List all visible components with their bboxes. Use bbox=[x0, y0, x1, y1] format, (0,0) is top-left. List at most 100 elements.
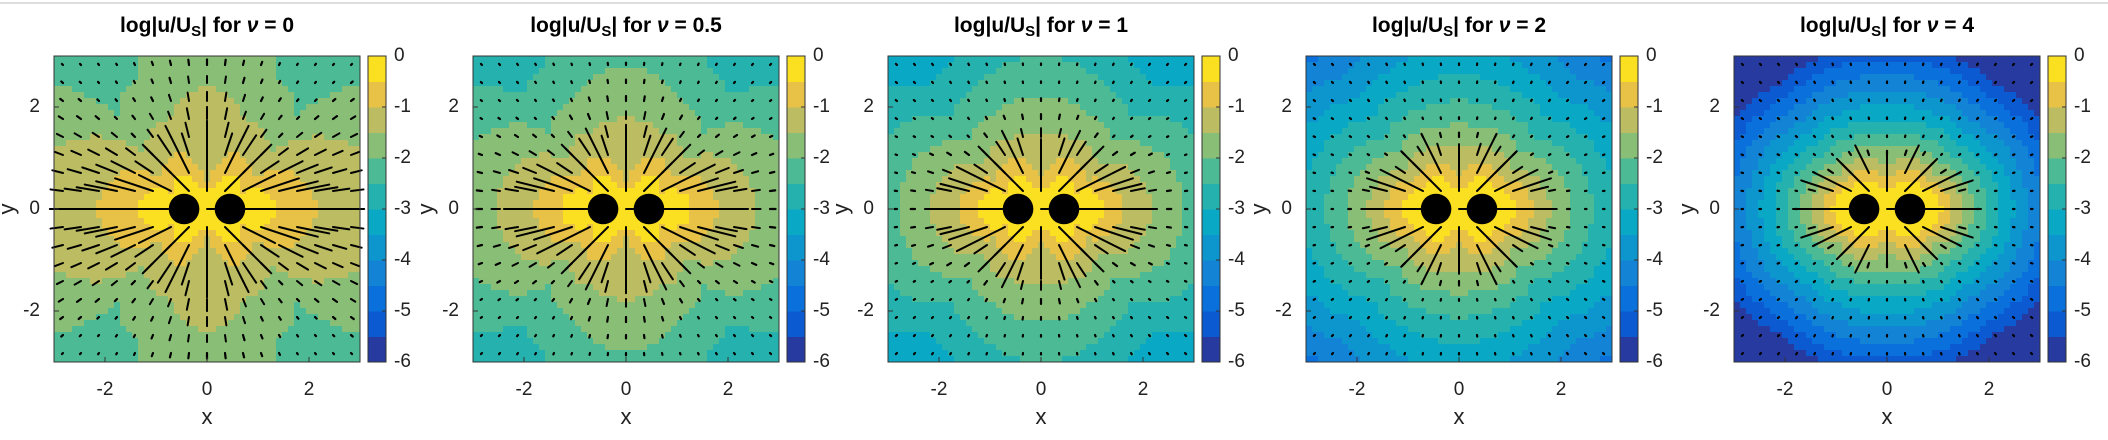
title-part: ν bbox=[1927, 14, 1939, 37]
y-tick-label: -2 bbox=[23, 300, 40, 321]
title-part: ν bbox=[1081, 14, 1093, 37]
title-part: | for bbox=[1035, 14, 1081, 37]
sphere bbox=[633, 193, 665, 225]
x-tick-label: 2 bbox=[723, 379, 734, 400]
colorbar-tick-label: -6 bbox=[1228, 351, 1245, 372]
colorbar-tick-label: -1 bbox=[1646, 96, 1663, 117]
x-tick-label: 0 bbox=[1882, 379, 1893, 400]
title-part: log|u/U bbox=[954, 14, 1025, 37]
y-tick-label: -2 bbox=[1275, 300, 1292, 321]
colorbar-tick-label: -4 bbox=[813, 249, 830, 270]
sphere bbox=[1048, 193, 1080, 225]
title-part: ν bbox=[657, 14, 669, 37]
contour-field bbox=[888, 56, 1195, 363]
y-tick-label: 2 bbox=[1281, 96, 1292, 117]
colorbar-tick-label: -6 bbox=[1646, 351, 1663, 372]
x-tick-label: -2 bbox=[97, 379, 114, 400]
colorbar bbox=[368, 56, 386, 363]
x-tick-label: 0 bbox=[1454, 379, 1465, 400]
title-part: ν bbox=[1499, 14, 1511, 37]
x-axis-label: x bbox=[202, 404, 213, 429]
y-axis-label: y bbox=[1246, 204, 1271, 215]
y-axis-label: y bbox=[413, 204, 438, 215]
x-axis-label: x bbox=[1882, 404, 1893, 429]
y-tick-label: -2 bbox=[857, 300, 874, 321]
colorbar-tick-label: -3 bbox=[2074, 198, 2091, 219]
colorbar-tick-label: -4 bbox=[394, 249, 411, 270]
title-part: 4 bbox=[1962, 14, 1974, 37]
x-tick-label: -2 bbox=[931, 379, 948, 400]
colorbar-tick-label: 0 bbox=[2074, 45, 2085, 66]
panel: log|u/US| for ν = 4-2 0 2-202xy0-1-2-3-4-5… bbox=[1674, 14, 2092, 429]
colorbar-tick-label: -1 bbox=[813, 96, 830, 117]
colorbar-tick-label: -3 bbox=[394, 198, 411, 219]
colorbar-tick-label: -1 bbox=[2074, 96, 2091, 117]
x-tick-label: 2 bbox=[1138, 379, 1149, 400]
colorbar-tick-label: -2 bbox=[1228, 147, 1245, 168]
x-tick-label: 0 bbox=[1036, 379, 1047, 400]
y-axis-label: y bbox=[1674, 204, 1699, 215]
colorbar-tick-label: -4 bbox=[1646, 249, 1663, 270]
x-tick-label: 0 bbox=[621, 379, 632, 400]
title-part: 0 bbox=[282, 14, 294, 37]
colorbar bbox=[1620, 56, 1638, 363]
chart-title: log|u/US| for ν = 1 bbox=[954, 14, 1128, 40]
panel: log|u/US| for ν = 2-2 0 2-202xy0-1-2-3-4-5… bbox=[1246, 14, 1664, 429]
title-part: = bbox=[669, 14, 693, 37]
title-part: S bbox=[1443, 23, 1453, 40]
title-part: = bbox=[1938, 14, 1962, 37]
x-tick-label: 0 bbox=[202, 379, 213, 400]
y-axis-label: y bbox=[0, 204, 19, 215]
colorbar-tick-label: -4 bbox=[1228, 249, 1245, 270]
sphere bbox=[1420, 193, 1452, 225]
colorbar-tick-label: -3 bbox=[813, 198, 830, 219]
colorbar-tick-label: -2 bbox=[813, 147, 830, 168]
y-tick-label: 2 bbox=[29, 96, 40, 117]
x-tick-label: -2 bbox=[1777, 379, 1794, 400]
colorbar-tick-label: -6 bbox=[394, 351, 411, 372]
title-part: S bbox=[191, 23, 201, 40]
y-tick-label: 2 bbox=[1709, 96, 1720, 117]
colorbar-tick-label: 0 bbox=[394, 45, 405, 66]
chart-title: log|u/US| for ν = 0 bbox=[120, 14, 294, 40]
colorbar bbox=[1202, 56, 1220, 363]
chart-title: log|u/US| for ν = 2 bbox=[1372, 14, 1546, 40]
colorbar-tick-label: 0 bbox=[1228, 45, 1239, 66]
colorbar-tick-label: -5 bbox=[1646, 300, 1663, 321]
sphere bbox=[1466, 193, 1498, 225]
x-tick-label: 2 bbox=[1984, 379, 1995, 400]
y-tick-label: 2 bbox=[448, 96, 459, 117]
title-part: | for bbox=[1881, 14, 1927, 37]
title-part: log|u/U bbox=[1372, 14, 1443, 37]
title-part: S bbox=[1871, 23, 1881, 40]
y-tick-label: 0 bbox=[1709, 198, 1720, 219]
title-part: | for bbox=[611, 14, 657, 37]
sphere bbox=[168, 193, 200, 225]
colorbar-tick-label: -5 bbox=[2074, 300, 2091, 321]
quiver bbox=[475, 61, 777, 357]
y-tick-label: -2 bbox=[1703, 300, 1720, 321]
sphere bbox=[1848, 193, 1880, 225]
colorbar-tick-label: -1 bbox=[1228, 96, 1245, 117]
sphere bbox=[214, 193, 246, 225]
y-tick-label: 0 bbox=[448, 198, 459, 219]
colorbar-tick-label: -2 bbox=[394, 147, 411, 168]
y-tick-label: 0 bbox=[863, 198, 874, 219]
y-tick-label: 0 bbox=[29, 198, 40, 219]
chart-title: log|u/US| for ν = 0.5 bbox=[530, 14, 722, 40]
x-tick-label: 2 bbox=[304, 379, 315, 400]
panel: log|u/US| for ν = 0-202-202xy0-1-2-3-4-5… bbox=[0, 14, 411, 429]
sphere bbox=[587, 193, 619, 225]
contour-field bbox=[473, 56, 780, 363]
title-part: log|u/U bbox=[530, 14, 601, 37]
colorbar-tick-label: -2 bbox=[2074, 147, 2091, 168]
colorbar-tick-label: -6 bbox=[813, 351, 830, 372]
title-part: = bbox=[1510, 14, 1534, 37]
title-part: log|u/U bbox=[1800, 14, 1871, 37]
x-axis-label: x bbox=[1454, 404, 1465, 429]
colorbar-tick-label: -5 bbox=[1228, 300, 1245, 321]
title-part: 1 bbox=[1116, 14, 1128, 37]
colorbar-tick-label: 0 bbox=[813, 45, 824, 66]
title-part: S bbox=[601, 23, 611, 40]
colorbar-tick-label: -3 bbox=[1646, 198, 1663, 219]
